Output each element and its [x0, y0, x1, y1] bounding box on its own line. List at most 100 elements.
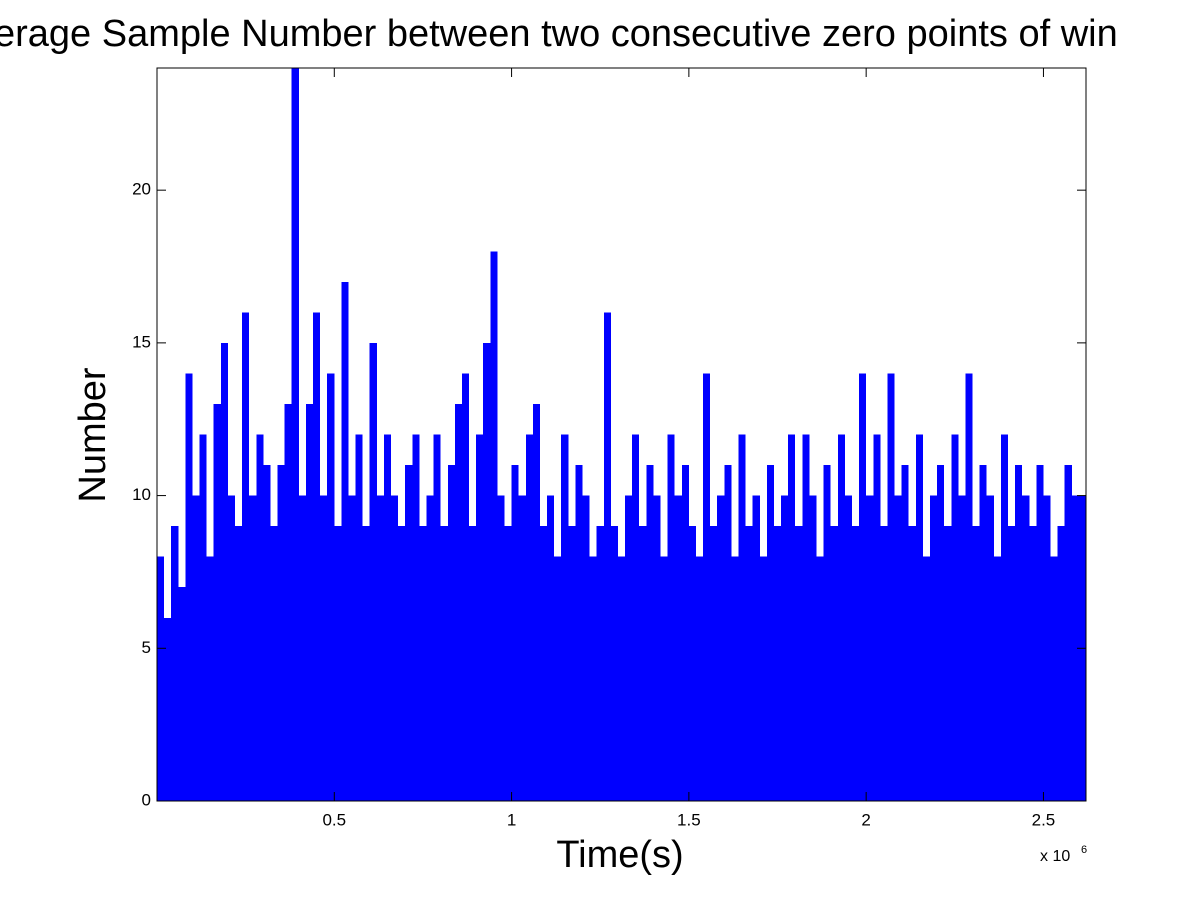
bar — [1050, 556, 1058, 801]
bar — [185, 373, 193, 801]
bar — [171, 526, 179, 801]
bar — [1064, 465, 1072, 801]
x-tick-label: 2 — [861, 810, 870, 829]
bar — [454, 403, 462, 801]
bar — [284, 403, 292, 801]
x-tick-label: 2.5 — [1032, 810, 1056, 829]
bar — [866, 495, 874, 801]
bar — [632, 434, 640, 801]
bar — [667, 434, 675, 801]
plot-frame — [156, 67, 1087, 802]
bar — [965, 373, 973, 801]
bar — [596, 526, 604, 801]
bar — [391, 495, 399, 801]
bar — [958, 495, 966, 801]
bar — [937, 465, 945, 801]
bar — [979, 465, 987, 801]
bar — [490, 251, 498, 801]
bar — [610, 526, 618, 801]
bar — [525, 434, 533, 801]
bar — [873, 434, 881, 801]
bar — [412, 434, 420, 801]
bar — [745, 526, 753, 801]
bar — [547, 495, 555, 801]
bar — [568, 526, 576, 801]
bar — [773, 526, 782, 801]
bar — [1036, 465, 1044, 801]
bar — [575, 465, 583, 801]
bar — [242, 312, 250, 801]
bar — [561, 434, 569, 801]
bar — [277, 465, 285, 801]
bar — [320, 495, 328, 801]
bar — [164, 617, 172, 801]
bar — [695, 556, 704, 801]
bar — [639, 526, 647, 801]
bar — [759, 556, 767, 801]
bar — [334, 526, 342, 801]
bar — [383, 434, 392, 801]
bar — [1022, 495, 1030, 801]
bar — [844, 495, 852, 801]
bar — [298, 495, 306, 801]
chart-title: erage Sample Number between two consecut… — [0, 13, 1118, 55]
bar — [220, 342, 228, 801]
bar — [851, 526, 860, 801]
bar — [1043, 495, 1051, 801]
bar — [554, 556, 562, 801]
bar — [426, 495, 434, 801]
bar — [235, 526, 243, 801]
bar — [199, 434, 207, 801]
bar — [369, 342, 377, 801]
bar — [986, 495, 994, 801]
x-tick-label: 0.5 — [322, 810, 346, 829]
bar — [341, 281, 349, 802]
bar — [929, 495, 938, 801]
bar — [327, 373, 335, 801]
bar — [362, 526, 370, 801]
bar — [603, 312, 611, 801]
bar — [887, 373, 895, 801]
bar — [433, 434, 441, 801]
bar — [752, 495, 760, 801]
bar — [313, 312, 321, 801]
bar — [256, 434, 264, 801]
bar — [646, 465, 654, 801]
bar — [1057, 526, 1065, 801]
bar — [809, 495, 817, 801]
bar — [206, 556, 214, 801]
bar — [192, 495, 200, 801]
bar — [511, 465, 519, 801]
bar — [497, 495, 505, 801]
bar — [178, 587, 186, 801]
bar — [469, 526, 477, 801]
bar — [355, 434, 363, 801]
bar — [461, 373, 470, 801]
bar — [703, 373, 711, 801]
bar — [582, 495, 590, 801]
y-tick-label: 15 — [132, 332, 151, 351]
bar — [291, 68, 299, 801]
bar — [1029, 526, 1037, 801]
bars — [157, 68, 1086, 802]
bar — [766, 465, 774, 801]
bar — [589, 556, 597, 801]
bar — [816, 556, 824, 801]
bar — [951, 434, 959, 801]
bar — [717, 495, 725, 801]
bar — [539, 526, 548, 801]
bar — [972, 526, 980, 801]
bar — [617, 556, 626, 801]
bar — [922, 556, 930, 801]
bar — [348, 495, 356, 801]
bar — [1000, 434, 1008, 801]
bar — [398, 526, 406, 801]
bar — [270, 526, 278, 801]
bar — [710, 526, 718, 801]
bar — [476, 434, 484, 801]
bar — [731, 556, 739, 801]
y-tick-label: 0 — [142, 790, 151, 809]
bar — [483, 342, 491, 801]
bar — [859, 373, 867, 801]
bar — [795, 526, 803, 801]
